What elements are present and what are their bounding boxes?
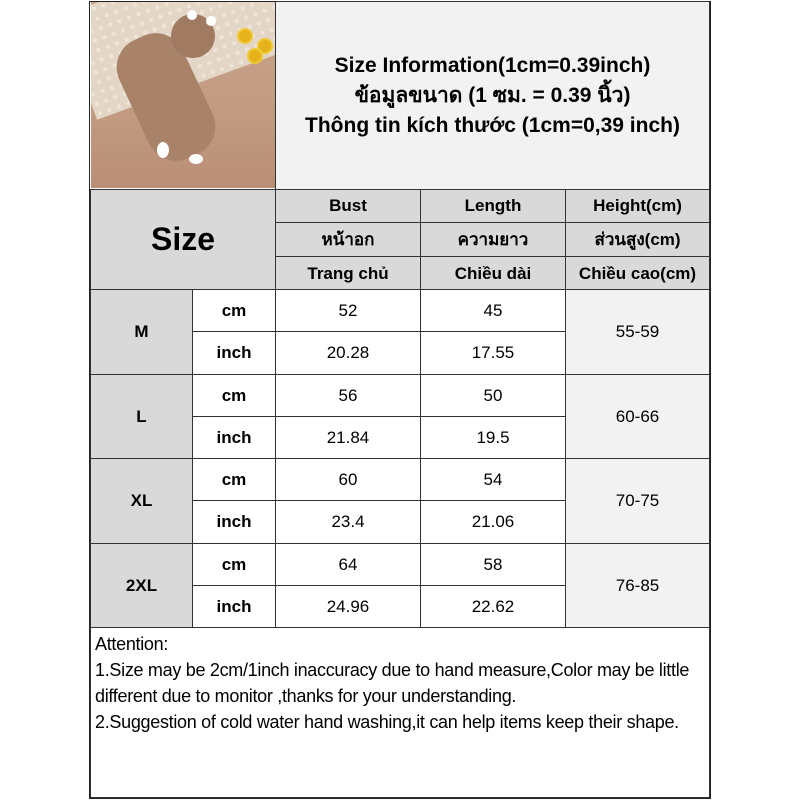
column-header-th: ส่วนสูง(cm): [565, 222, 710, 257]
column-header-vi: Chiều dài: [420, 256, 566, 291]
bust-inch: 21.84: [275, 416, 421, 459]
length-inch: 21.06: [420, 500, 566, 544]
attention-note-2: 2.Suggestion of cold water hand washing,…: [95, 712, 679, 732]
height-range: 76-85: [565, 543, 710, 628]
unit-inch: inch: [192, 416, 276, 459]
ear-right: [206, 16, 216, 26]
column-header-en: Length: [420, 189, 566, 223]
sunflower: [239, 30, 251, 42]
length-inch: 19.5: [420, 416, 566, 459]
size-label: XL: [90, 458, 193, 544]
size-label: L: [90, 374, 193, 459]
attention-heading: Attention:: [95, 634, 169, 654]
unit-cm: cm: [192, 458, 276, 501]
ear-left: [187, 10, 197, 20]
column-header-en: Bust: [275, 189, 421, 223]
bust-inch: 24.96: [275, 585, 421, 628]
height-range: 60-66: [565, 374, 710, 459]
column-header-th: ความยาว: [420, 222, 566, 257]
title-thai: ข้อมูลขนาด (1 ซม. = 0.39 นิ้ว): [354, 83, 631, 107]
size-label: M: [90, 289, 193, 375]
length-cm: 45: [420, 289, 566, 332]
foot-right: [189, 154, 203, 164]
column-header-th: หน้าอก: [275, 222, 421, 257]
unit-inch: inch: [192, 585, 276, 628]
size-header: Size: [90, 189, 276, 290]
unit-inch: inch: [192, 331, 276, 375]
foot-left: [157, 142, 169, 158]
title-vietnamese: Thông tin kích thước (1cm=0,39 inch): [305, 113, 680, 137]
height-range: 70-75: [565, 458, 710, 544]
bust-cm: 52: [275, 289, 421, 332]
length-inch: 17.55: [420, 331, 566, 375]
column-header-en: Height(cm): [565, 189, 710, 223]
unit-cm: cm: [192, 374, 276, 417]
bust-cm: 56: [275, 374, 421, 417]
sunflower: [259, 40, 271, 52]
attention-note-1: 1.Size may be 2cm/1inch inaccuracy due t…: [95, 660, 690, 706]
length-cm: 54: [420, 458, 566, 501]
unit-cm: cm: [192, 289, 276, 332]
size-label: 2XL: [90, 543, 193, 628]
length-cm: 58: [420, 543, 566, 586]
column-header-vi: Trang chủ: [275, 256, 421, 291]
length-cm: 50: [420, 374, 566, 417]
sunflower: [249, 50, 261, 62]
height-range: 55-59: [565, 289, 710, 375]
unit-inch: inch: [192, 500, 276, 544]
bust-cm: 60: [275, 458, 421, 501]
bust-inch: 20.28: [275, 331, 421, 375]
product-photo: [91, 2, 275, 188]
title-english: Size Information(1cm=0.39inch): [334, 53, 651, 77]
unit-cm: cm: [192, 543, 276, 586]
bust-inch: 23.4: [275, 500, 421, 544]
bust-cm: 64: [275, 543, 421, 586]
column-header-vi: Chiều cao(cm): [565, 256, 710, 291]
attention-notes: Attention: 1.Size may be 2cm/1inch inacc…: [90, 627, 710, 798]
length-inch: 22.62: [420, 585, 566, 628]
size-info-title: Size Information(1cm=0.39inch) ข้อมูลขนา…: [275, 1, 710, 190]
